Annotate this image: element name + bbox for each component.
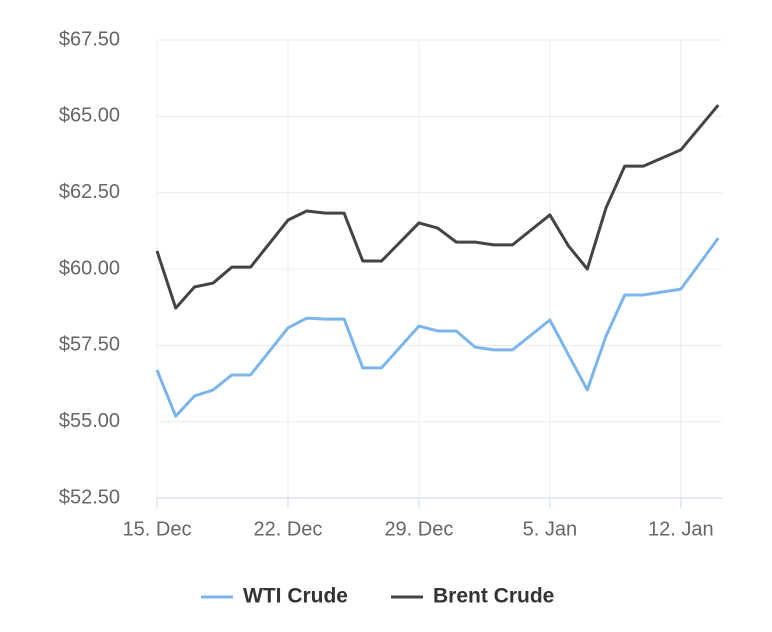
x-tick-label: 5. Jan	[523, 518, 577, 540]
x-tick-label: 22. Dec	[253, 518, 322, 540]
y-tick-label: $67.50	[59, 28, 120, 50]
y-tick-label: $55.00	[59, 410, 120, 432]
x-tick-label: 15. Dec	[123, 518, 192, 540]
x-tick-label: 29. Dec	[384, 518, 453, 540]
x-tick-label: 12. Jan	[648, 518, 714, 540]
y-tick-label: $52.50	[59, 486, 120, 508]
y-tick-label: $57.50	[59, 334, 120, 356]
series-line	[155, 237, 720, 418]
legend-text: Brent Crude	[433, 585, 554, 608]
series-line	[155, 104, 720, 310]
y-tick-label: $65.00	[59, 105, 120, 127]
legend-text: WTI Crude	[243, 585, 348, 608]
y-tick-label: $62.50	[59, 181, 120, 203]
y-tick-label: $60.00	[59, 257, 120, 279]
